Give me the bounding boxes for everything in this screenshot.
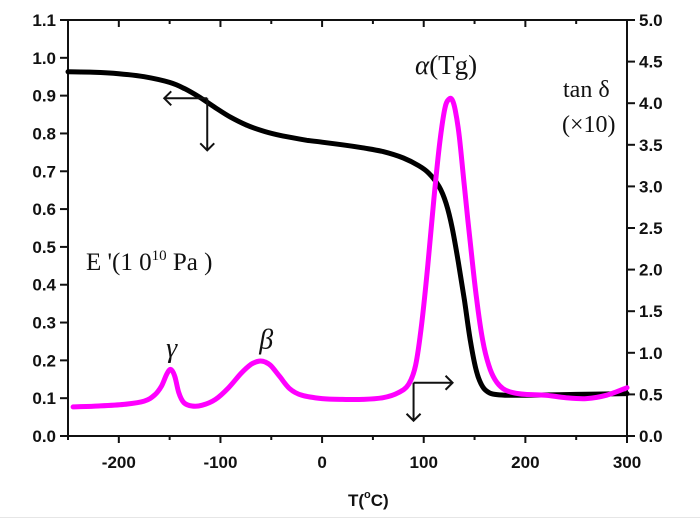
x-tick-label: 300: [613, 453, 641, 472]
x-axis-ticks: -200 -100 0 100 200 300: [67, 20, 641, 472]
right-y-tick-label: 2.0: [639, 261, 663, 280]
left-y-tick-label: 0.3: [32, 314, 56, 333]
beta-annotation: β: [258, 325, 273, 356]
gamma-annotation: γ: [166, 333, 178, 364]
x-tick-label: 0: [317, 453, 326, 472]
left-y-tick-label: 0.6: [32, 200, 56, 219]
x-axis-label-tail: C): [371, 491, 389, 510]
arrow-right-head: [444, 375, 454, 391]
right-y-tick-label: 1.5: [639, 302, 663, 321]
arrow-down-head: [405, 413, 422, 423]
left-y-tick-label: 1.0: [32, 49, 56, 68]
left-y-tick-label: 0.7: [32, 162, 56, 181]
storage-modulus-line: [65, 69, 630, 398]
left-y-tick-label: 0.5: [32, 238, 56, 257]
left-y-tick-label: 0.8: [32, 124, 56, 143]
left-axis-label-main: E '(1 0: [86, 249, 152, 276]
bottom-border: [0, 517, 700, 518]
left-y-tick-label: 1.1: [32, 11, 56, 30]
right-axis-label-line1: tan δ: [563, 77, 610, 103]
arrow-down-head: [199, 142, 215, 152]
series-storage-modulus: [65, 69, 630, 398]
storage-modulus-axis-arrow: [162, 90, 215, 152]
left-y-tick-label: 0.0: [32, 427, 56, 446]
left-y-tick-label: 0.2: [32, 351, 56, 370]
right-y-tick-label: 1.0: [639, 344, 663, 363]
plot-frame: [67, 19, 628, 437]
left-axis-label: E '(1 010 Pa ): [86, 248, 212, 276]
arrow-left-head: [162, 90, 172, 106]
left-axis-label-sup: 10: [152, 248, 167, 264]
x-tick-label: -200: [102, 453, 136, 472]
right-y-tick-label: 4.5: [639, 53, 663, 72]
right-y-tick-label: 3.0: [639, 177, 663, 196]
right-y-tick-label: 3.5: [639, 136, 663, 155]
right-y-tick-label: 0.0: [639, 427, 663, 446]
series-layer: [65, 69, 630, 410]
right-axis-label-line2: (×10): [562, 112, 616, 138]
x-tick-label: -100: [203, 453, 237, 472]
plot-border: [67, 19, 628, 437]
right-axis-ticks: 0.0 0.5 1.0 1.5 2.0 2.5 3.0 3.5 4.0 4.5 5.0: [627, 11, 663, 446]
x-axis-label: T(oC): [348, 489, 389, 510]
left-axis-ticks: 0.0 0.1 0.2 0.3 0.4 0.5 0.6 0.7 0.8 0.9 1.0 1.1: [32, 11, 68, 446]
tan-delta-axis-arrow: [405, 375, 454, 423]
x-axis-label-main: T(: [348, 491, 364, 510]
x-tick-label: 100: [410, 453, 438, 472]
left-axis-label-tail: Pa ): [167, 249, 213, 276]
right-y-tick-label: 4.0: [639, 94, 663, 113]
left-y-tick-label: 0.4: [32, 276, 56, 295]
axis-indicator-arrows: [162, 90, 454, 423]
series-tan-delta: [70, 95, 630, 410]
x-axis-label-sup: o: [364, 489, 371, 501]
left-y-tick-label: 0.1: [32, 389, 56, 408]
left-y-tick-label: 0.9: [32, 87, 56, 106]
right-y-tick-label: 5.0: [639, 11, 663, 30]
alpha-symbol: α: [415, 50, 430, 80]
x-tick-label: 200: [511, 453, 539, 472]
right-y-tick-label: 0.5: [639, 385, 663, 404]
right-y-tick-label: 2.5: [639, 219, 663, 238]
tan-delta-line: [70, 95, 630, 410]
alpha-tg-annotation: α(Tg): [415, 50, 477, 80]
tg-text: (Tg): [429, 50, 477, 80]
